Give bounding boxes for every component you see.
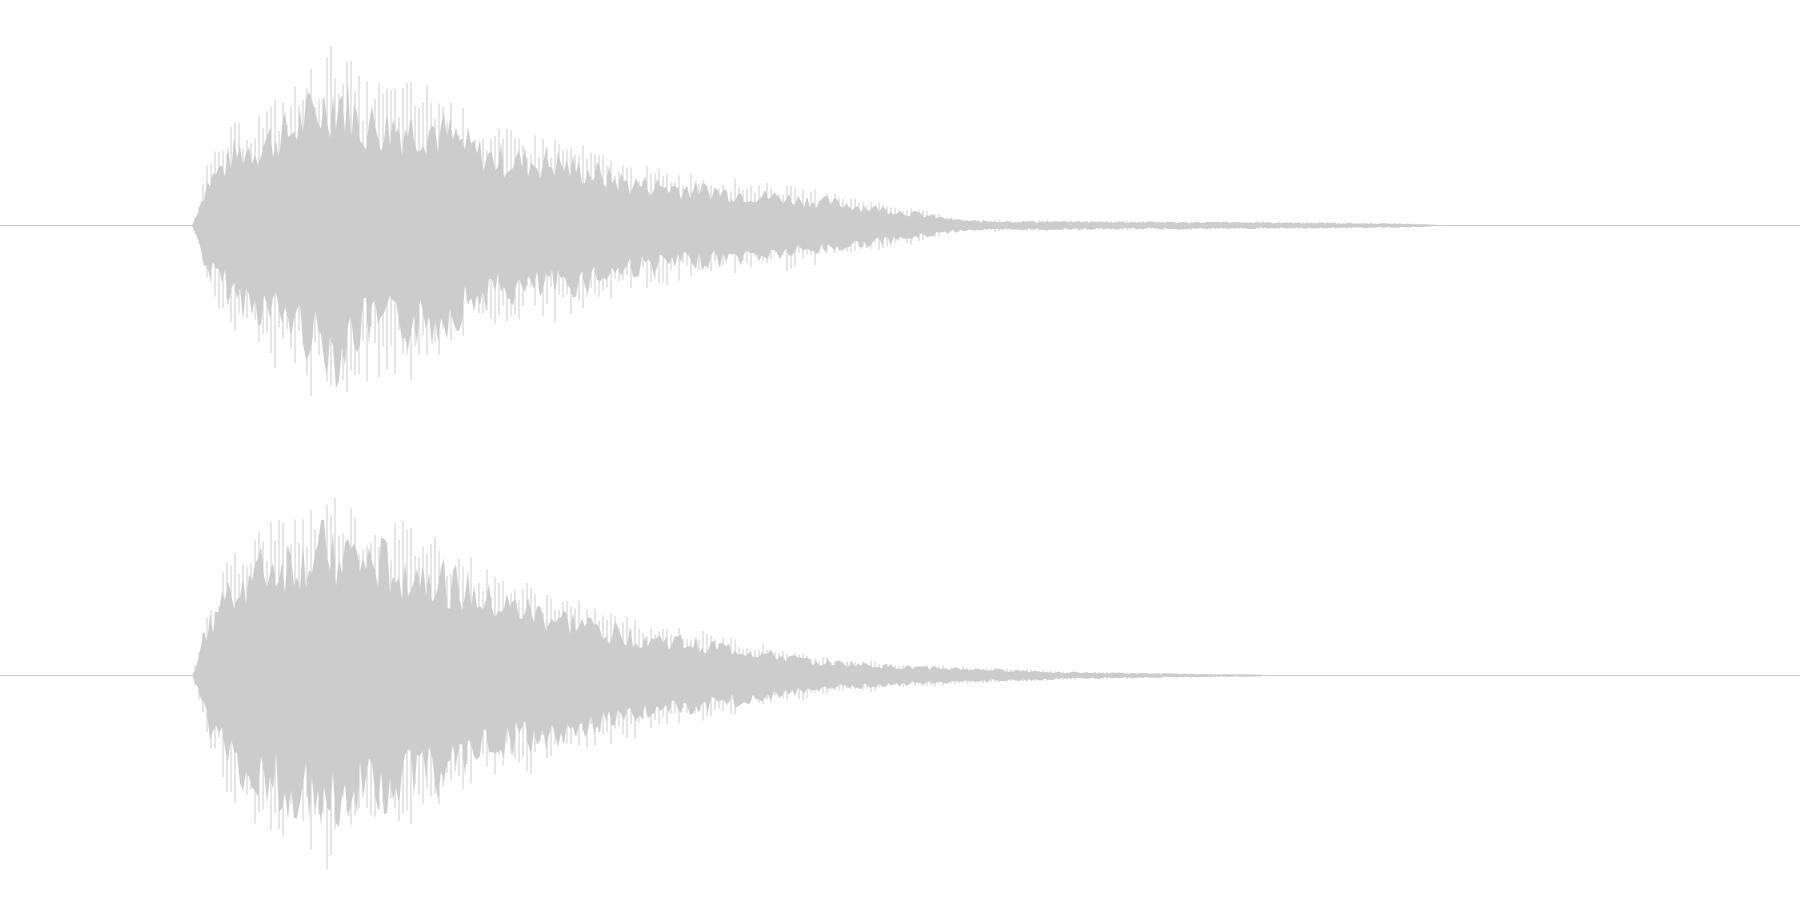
channel-2-transients <box>194 497 1260 870</box>
channel-2-waveform <box>0 497 1800 870</box>
channel-1-envelope <box>0 82 1800 389</box>
channel-2-envelope <box>0 519 1800 827</box>
channel-1-waveform <box>0 46 1800 397</box>
channel-1-transients <box>194 46 1436 397</box>
